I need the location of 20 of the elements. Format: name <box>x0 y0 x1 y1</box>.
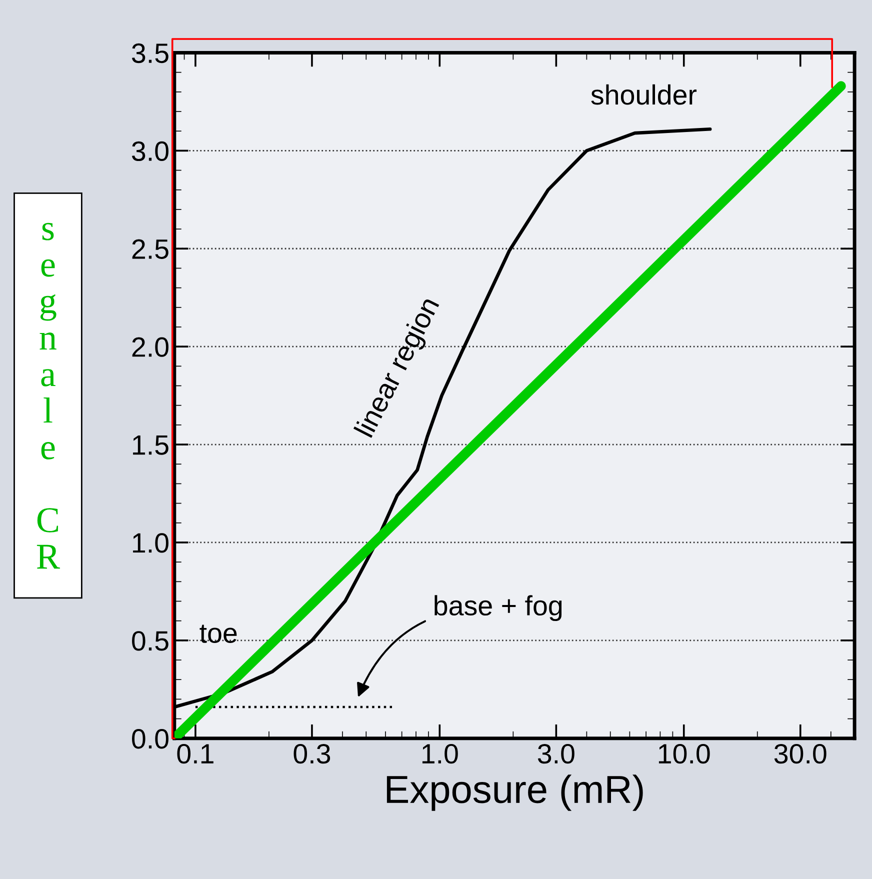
y-tick-label: 2.5 <box>132 239 168 259</box>
y-tick-label: 3.0 <box>132 141 168 162</box>
x-tick-label: 10.0 <box>658 744 710 764</box>
y-tick-label: 0.0 <box>132 729 168 749</box>
y-tick-label: 1.0 <box>133 533 168 553</box>
annotation: linear region <box>353 296 444 440</box>
text: segnale CR <box>36 222 60 569</box>
x-axis-title: Exposure (mR) <box>386 774 643 811</box>
x-tick-label: 0.1 <box>177 744 214 764</box>
annotation: base + fog <box>434 595 562 622</box>
y-tick-label: 3.5 <box>132 43 168 64</box>
y-tick-label: 2.0 <box>132 337 168 357</box>
x-tick-label: 0.3 <box>294 744 330 764</box>
annotation: toe <box>200 624 237 643</box>
x-tick-label: 1.0 <box>422 744 458 764</box>
annotation: shoulder <box>591 84 697 105</box>
x-tick-label: 3.0 <box>538 744 574 764</box>
y-tick-label: 0.5 <box>132 631 168 651</box>
y-tick-label: 1.5 <box>133 435 168 455</box>
x-tick-label: 30.0 <box>774 744 826 764</box>
